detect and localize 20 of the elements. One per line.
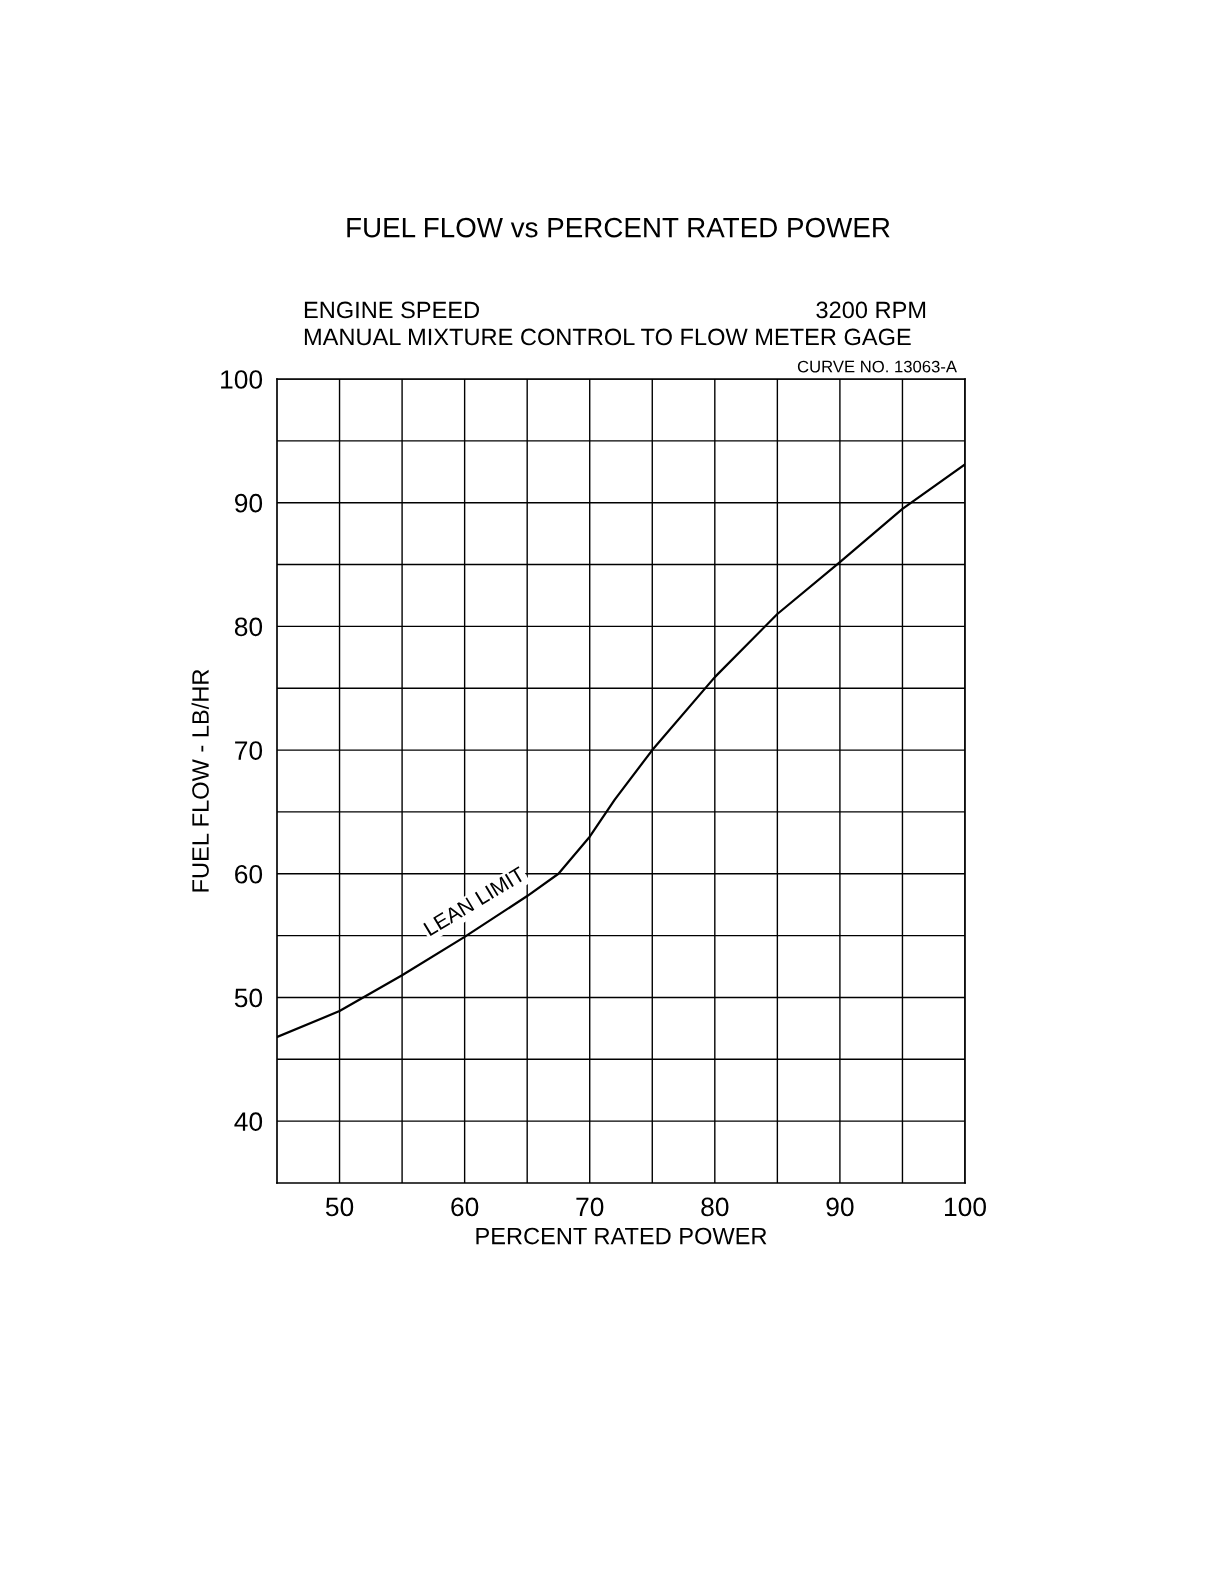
- x-tick-label: 70: [576, 1197, 604, 1217]
- text: MANUAL MIXTURE CONTROL TO FLOW METER GAGE: [304, 328, 911, 346]
- x-tick-label: 80: [701, 1197, 729, 1217]
- x-axis-title: PERCENT RATED POWER: [476, 1227, 767, 1245]
- y-tick-label: 90: [235, 493, 263, 513]
- x-tick-label: 100: [945, 1197, 986, 1217]
- y-tick-label: 70: [235, 741, 263, 760]
- chart-title: FUEL FLOW vs PERCENT RATED POWER: [347, 217, 890, 238]
- y-axis-title: FUEL FLOW - LB/HR: [191, 669, 209, 892]
- x-tick-label: 90: [826, 1197, 854, 1217]
- text: ENGINE SPEED: [304, 301, 479, 319]
- y-tick-label: 100: [221, 370, 263, 389]
- y-tick-label: 40: [234, 1112, 263, 1131]
- text: CURVE NO. 13063-A: [797, 360, 957, 373]
- y-tick-label: 50: [234, 988, 263, 1008]
- y-tick-label: 80: [234, 617, 263, 637]
- text: 3200 RPM: [816, 301, 926, 319]
- y-tick-label: 60: [235, 864, 263, 884]
- x-tick-label: 60: [451, 1197, 479, 1217]
- x-tick-label: 50: [325, 1197, 354, 1217]
